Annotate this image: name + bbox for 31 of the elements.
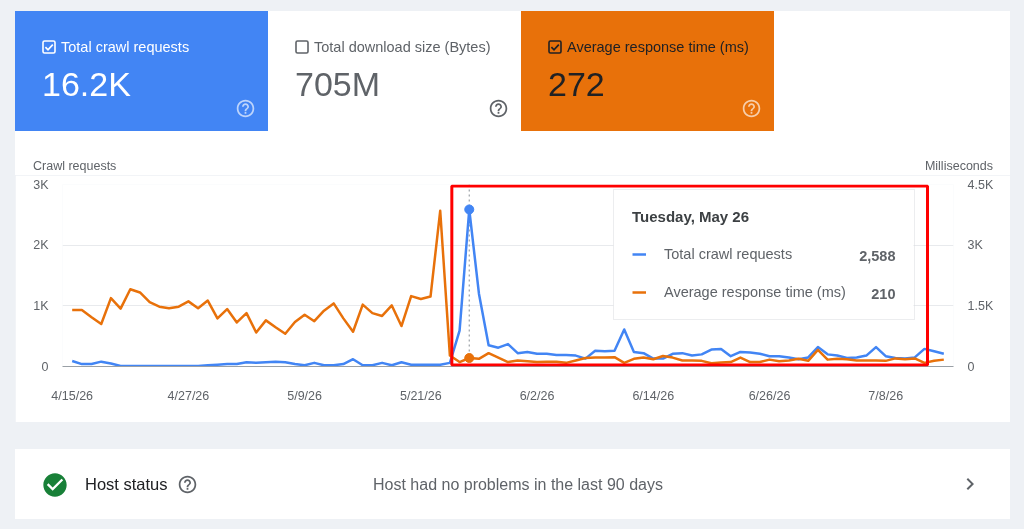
text: Host status (85, 474, 168, 495)
y2-tick-label: 0 (967, 359, 975, 374)
annotation: 210 (871, 285, 896, 302)
text: 16.2K (42, 65, 131, 103)
y-tick-label: 0 (41, 359, 49, 374)
y2-axis-title: Milliseconds (924, 159, 993, 173)
text: 272 (548, 65, 605, 103)
x-tick-label: 6/2/26 (519, 388, 555, 403)
y-tick-label: 3K (33, 177, 50, 192)
text: 705M (295, 65, 381, 103)
x-tick-label: 7/8/26 (868, 388, 904, 403)
legend-title: Tuesday, May 26 (632, 208, 750, 225)
text: Host had no problems in the last 90 days (373, 476, 663, 493)
y2-tick-label: 1.5K (967, 298, 994, 313)
x-tick-label: 5/9/26 (287, 388, 323, 403)
y-tick-label: 2K (33, 238, 50, 253)
x-tick-label: 4/15/26 (51, 388, 94, 403)
annotation: 2,588 (859, 247, 896, 264)
y2-tick-label: 4.5K (967, 177, 994, 192)
y2-tick-label: 3K (967, 238, 984, 253)
text: Average response time (ms) (567, 39, 749, 55)
text: Total download size (Bytes) (314, 39, 491, 55)
x-tick-label: 6/26/26 (748, 388, 791, 403)
y-axis-title: Crawl requests (33, 159, 117, 173)
x-tick-label: 4/27/26 (167, 388, 210, 403)
legend-label: Average response time (ms) (664, 284, 846, 300)
x-tick-label: 5/21/26 (399, 388, 442, 403)
text: Total crawl requests (61, 39, 190, 55)
x-tick-label: 6/14/26 (632, 388, 675, 403)
legend-label: Total crawl requests (664, 246, 793, 262)
y-tick-label: 1K (33, 298, 50, 313)
